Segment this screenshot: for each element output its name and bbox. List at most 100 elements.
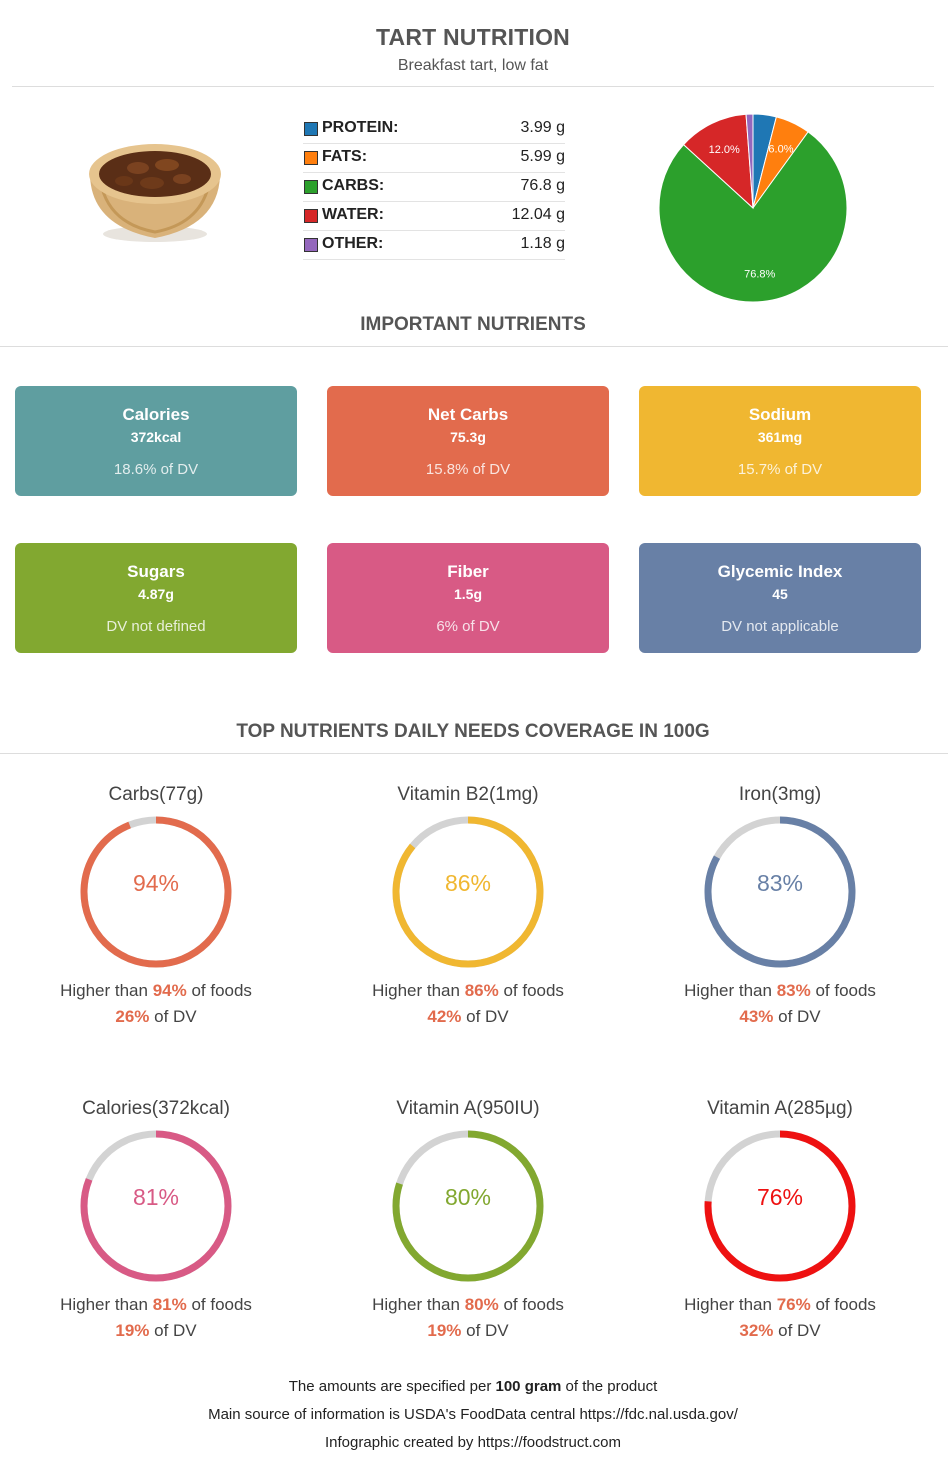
card-value: 45	[772, 586, 788, 602]
card-dv: DV not applicable	[721, 618, 839, 635]
text: Higher than	[684, 981, 777, 1000]
card-label: Sugars	[127, 562, 185, 581]
gauge-percent: 76%	[756, 1184, 804, 1210]
divider	[0, 346, 948, 347]
gauge-dv: 19% of DV	[312, 1321, 624, 1341]
macro-value: 12.04 g	[511, 206, 565, 223]
card-dv: 15.7% of DV	[737, 461, 823, 478]
text: Higher than	[372, 1295, 465, 1314]
pie-slice-water	[682, 113, 754, 210]
text: of DV	[149, 1007, 197, 1026]
gauge-fill	[704, 816, 856, 968]
macro-value: 3.99 g	[520, 119, 565, 136]
gauge-fill	[392, 816, 544, 968]
gauge-ring-iron-3mg	[704, 816, 856, 968]
pie-label-fats: 6.0%	[768, 143, 793, 155]
footer-text: of the product	[561, 1378, 658, 1395]
gauge-fill	[80, 1130, 232, 1282]
divider	[0, 753, 948, 754]
carbs-swatch	[304, 180, 318, 194]
card-dv: 15.8% of DV	[425, 461, 511, 478]
card-label: Calories	[122, 405, 190, 424]
dv-percent: 32%	[739, 1321, 774, 1340]
macro-label: WATER:	[322, 206, 384, 223]
gauge-dv: 26% of DV	[0, 1007, 312, 1027]
text: Higher than	[372, 981, 465, 1000]
tart-image	[89, 144, 221, 242]
page-title: TART NUTRITION	[375, 24, 570, 50]
gauge-dv: 43% of DV	[624, 1007, 936, 1027]
macro-value: 5.99 g	[520, 148, 565, 165]
gauge-ring-carbs-77g	[80, 816, 232, 968]
macro-row-fats: FATS: 5.99 g	[303, 144, 565, 173]
macro-row-water: WATER: 12.04 g	[303, 202, 565, 231]
text: of foods	[498, 981, 564, 1000]
gauge-higher-than: Higher than 76% of foods	[624, 1295, 936, 1315]
gauge-fill	[704, 1130, 856, 1282]
higher-percent: 76%	[776, 1295, 811, 1314]
card-value: 372kcal	[130, 429, 182, 445]
text: of DV	[773, 1321, 821, 1340]
text: of DV	[461, 1007, 509, 1026]
macro-label: OTHER:	[322, 235, 384, 252]
water-swatch	[304, 209, 318, 223]
macro-row-other: OTHER: 1.18 g	[303, 231, 565, 260]
dv-percent: 19%	[427, 1321, 462, 1340]
card-sodium: Sodium 361mg 15.7% of DV	[639, 386, 921, 496]
gauge-title-vitamin-b2-1mg: Vitamin B2(1mg)	[397, 784, 539, 805]
macro-label: CARBS:	[322, 177, 385, 194]
footer-source: Main source of information is USDA's Foo…	[208, 1406, 738, 1423]
macro-row-protein: PROTEIN: 3.99 g	[303, 115, 565, 144]
card-label: Glycemic Index	[717, 562, 843, 581]
gauge-higher-than: Higher than 83% of foods	[624, 981, 936, 1001]
footer-text: The amounts are specified per	[288, 1378, 496, 1395]
gauge-fill	[392, 1130, 544, 1282]
text: Higher than	[60, 1295, 153, 1314]
text: of DV	[773, 1007, 821, 1026]
card-sugars: Sugars 4.87g DV not defined	[15, 543, 297, 653]
card-value: 361mg	[757, 429, 803, 445]
gauge-fill	[80, 816, 232, 968]
divider	[12, 86, 934, 87]
card-dv: 18.6% of DV	[113, 461, 199, 478]
card-value: 1.5g	[453, 586, 482, 602]
text: Higher than	[684, 1295, 777, 1314]
higher-percent: 83%	[776, 981, 811, 1000]
higher-percent: 94%	[152, 981, 187, 1000]
gauge-higher-than: Higher than 81% of foods	[0, 1295, 312, 1315]
gauge-ring-vitamin-a-285-g	[704, 1130, 856, 1282]
fats-swatch	[304, 151, 318, 165]
text: of foods	[186, 1295, 252, 1314]
higher-percent: 80%	[464, 1295, 499, 1314]
macro-row-carbs: CARBS: 76.8 g	[303, 173, 565, 202]
dv-percent: 42%	[427, 1007, 462, 1026]
text: of foods	[498, 1295, 564, 1314]
macro-label: FATS:	[322, 148, 368, 165]
gauge-ring-vitamin-b2-1mg	[392, 816, 544, 968]
footer-bold: 100 gram	[495, 1378, 562, 1395]
card-dv: DV not defined	[106, 618, 206, 635]
macro-pie-chart: 6.0% 76.8% 12.0%	[658, 113, 848, 303]
other-swatch	[304, 238, 318, 252]
text: of DV	[149, 1321, 197, 1340]
gauge-higher-than: Higher than 86% of foods	[312, 981, 624, 1001]
gauge-percent: 86%	[444, 870, 492, 896]
macro-table: PROTEIN: 3.99 g FATS: 5.99 g CARBS: 76.8…	[303, 115, 565, 260]
text: of foods	[810, 1295, 876, 1314]
macro-label: PROTEIN:	[322, 119, 399, 136]
gauge-dv: 19% of DV	[0, 1321, 312, 1341]
text: Higher than	[60, 981, 153, 1000]
card-label: Net Carbs	[427, 405, 509, 424]
higher-percent: 86%	[464, 981, 499, 1000]
dv-percent: 43%	[739, 1007, 774, 1026]
text: of foods	[186, 981, 252, 1000]
protein-swatch	[304, 122, 318, 136]
gauge-ring-calories-372kcal	[80, 1130, 232, 1282]
gauge-percent: 81%	[132, 1184, 180, 1210]
gauge-title-calories-372kcal: Calories(372kcal)	[82, 1098, 230, 1119]
pie-label-carbs: 76.8%	[744, 268, 775, 280]
page-subtitle: Breakfast tart, low fat	[397, 57, 549, 74]
card-calories: Calories 372kcal 18.6% of DV	[15, 386, 297, 496]
card-dv: 6% of DV	[436, 618, 500, 635]
card-fiber: Fiber 1.5g 6% of DV	[327, 543, 609, 653]
